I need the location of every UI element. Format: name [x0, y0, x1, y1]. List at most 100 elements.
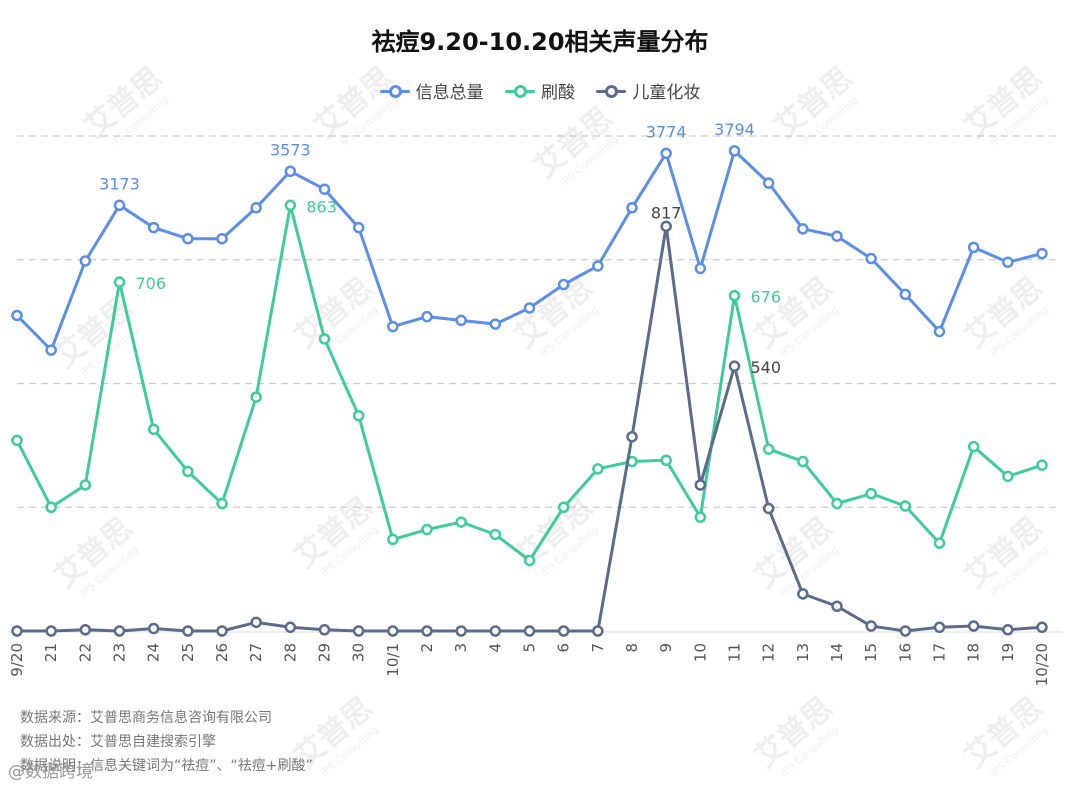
- data-point: [11, 434, 23, 447]
- data-point: [762, 502, 775, 515]
- x-tick-label: 2: [418, 643, 436, 653]
- series-2: [11, 199, 1048, 567]
- data-point: [899, 288, 912, 301]
- data-point: [626, 430, 638, 443]
- data-point: [660, 220, 672, 233]
- data-point: [182, 232, 194, 245]
- legend-item-series2[interactable]: 刷酸: [505, 78, 575, 103]
- series-1: [11, 145, 1048, 356]
- data-point: [182, 465, 194, 478]
- data-label: 3794: [714, 120, 755, 139]
- series-layer: [11, 145, 1048, 637]
- x-tick-label: 27: [247, 643, 265, 662]
- footer-source: 数据来源：艾普思商务信息咨询有限公司: [20, 710, 272, 726]
- legend[interactable]: 信息总量 刷酸 儿童化妆: [0, 78, 1080, 103]
- x-tick-label: 6: [555, 643, 573, 653]
- data-point: [865, 487, 877, 500]
- x-tick-label: 7: [589, 643, 607, 653]
- footer-note: 数据说明：信息关键词为“祛痘”、“祛痘+刷酸”: [20, 758, 313, 774]
- data-point: [318, 624, 331, 636]
- data-point: [284, 621, 297, 634]
- x-tick-label: 4: [486, 643, 504, 653]
- data-point: [455, 516, 467, 528]
- data-point: [1036, 621, 1048, 634]
- data-point: [284, 199, 297, 212]
- data-point: [318, 183, 331, 195]
- data-point: [592, 625, 604, 637]
- data-point: [147, 622, 160, 635]
- x-tick-label: 13: [794, 643, 812, 662]
- data-point: [660, 147, 672, 160]
- data-point: [557, 278, 570, 291]
- data-point: [797, 455, 809, 468]
- grid-layer: [17, 135, 1060, 508]
- x-tick-label: 16: [896, 643, 914, 662]
- legend-item-series1[interactable]: 信息总量: [379, 78, 484, 103]
- data-point: [899, 625, 912, 637]
- data-point: [79, 479, 92, 491]
- data-point: [318, 333, 331, 345]
- legend-item-series3[interactable]: 儿童化妆: [596, 78, 700, 103]
- x-tick-label: 21: [42, 643, 60, 662]
- legend-label: 信息总量: [415, 83, 484, 103]
- legend-marker-icon: [596, 84, 627, 98]
- data-point: [45, 501, 57, 513]
- x-tick-label: 19: [999, 643, 1017, 662]
- data-point: [387, 625, 399, 637]
- data-point: [455, 625, 467, 637]
- data-point: [797, 223, 809, 235]
- data-point: [79, 624, 92, 636]
- data-point: [967, 620, 980, 632]
- data-point: [284, 165, 297, 178]
- data-point: [592, 260, 604, 272]
- data-point: [865, 252, 877, 265]
- data-point: [865, 620, 877, 632]
- x-tick-label: 9: [657, 643, 675, 653]
- data-point: [728, 360, 741, 372]
- data-point: [967, 241, 980, 254]
- data-point: [694, 262, 707, 275]
- x-tick-label: 30: [350, 643, 368, 662]
- data-point: [694, 479, 707, 491]
- data-point: [728, 289, 741, 302]
- data-point: [626, 202, 638, 214]
- data-point: [79, 255, 92, 267]
- data-point: [216, 625, 228, 637]
- data-point: [45, 625, 57, 637]
- data-point: [1002, 624, 1014, 636]
- chart-title: 祛痘9.20-10.20相关声量分布: [371, 28, 709, 56]
- legend-marker-icon: [379, 84, 410, 98]
- data-point: [933, 537, 946, 549]
- x-tick-label: 22: [76, 643, 94, 662]
- legend-label: 刷酸: [541, 83, 575, 103]
- data-point: [694, 511, 707, 523]
- data-point: [216, 232, 228, 245]
- data-point: [1036, 247, 1048, 260]
- data-point: [762, 443, 775, 455]
- data-point: [728, 145, 741, 157]
- legend-marker-icon: [505, 84, 535, 98]
- x-tick-label: 10/20: [1033, 643, 1051, 686]
- x-tick-label: 17: [931, 643, 949, 662]
- data-point: [933, 325, 946, 338]
- series-3: [11, 220, 1048, 637]
- data-point: [11, 625, 23, 637]
- data-point: [352, 409, 365, 422]
- data-point: [45, 344, 57, 356]
- data-point: [113, 199, 126, 212]
- data-label: 706: [136, 274, 167, 293]
- legend-label: 儿童化妆: [632, 83, 701, 103]
- footer-notes: 数据来源：艾普思商务信息咨询有限公司 数据出处：艾普思自建搜索引擎 数据说明：信…: [20, 706, 313, 778]
- data-point: [762, 177, 775, 189]
- data-point: [797, 588, 809, 600]
